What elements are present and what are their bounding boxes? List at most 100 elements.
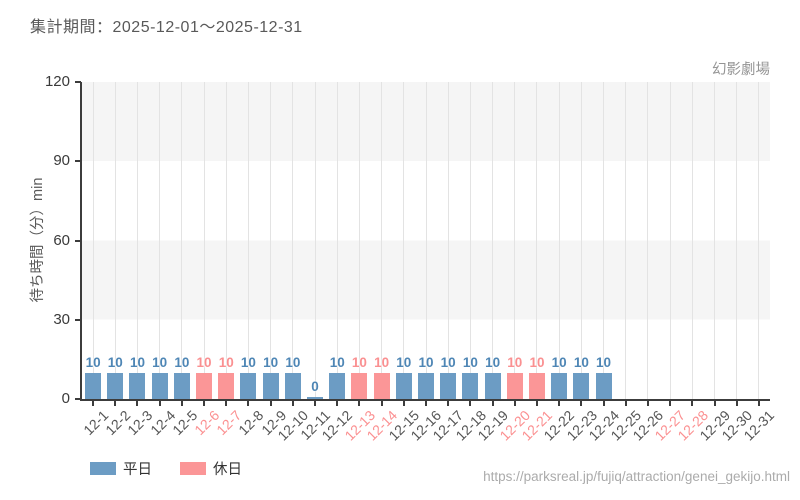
vertical-gridline (92, 82, 94, 399)
x-tick-mark (203, 401, 206, 406)
x-tick-mark (580, 401, 583, 406)
attraction-name-label: 幻影劇場 (712, 62, 770, 78)
y-tick-label: 60 (53, 231, 70, 249)
bar-value-label-12-11: 0 (311, 379, 319, 394)
x-tick-mark (669, 401, 672, 406)
wait-time-bar-12-1 (85, 372, 102, 399)
vertical-gridline (580, 82, 582, 399)
x-tick-mark (535, 401, 538, 406)
wait-time-bar-12-21 (528, 372, 545, 399)
wait-time-bar-12-22 (551, 372, 568, 399)
x-tick-mark (691, 401, 694, 406)
x-tick-mark (757, 401, 760, 406)
wait-time-bar-12-9 (262, 372, 279, 399)
x-tick-mark (92, 401, 95, 406)
x-tick-mark (491, 401, 494, 406)
legend-label-holiday: 休日 (213, 462, 242, 478)
aggregation-period-title: 集計期間：2025-12-01～2025-12-31 (30, 19, 303, 36)
vertical-gridline (603, 82, 605, 399)
y-tick-label: 0 (61, 390, 70, 407)
wait-time-bar-12-15 (395, 372, 412, 399)
x-tick-mark (425, 401, 427, 406)
bar-value-label-12-12: 10 (329, 354, 345, 370)
vertical-gridline (425, 82, 427, 399)
holiday-color-swatch (180, 462, 206, 475)
bar-value-label-12-16: 10 (418, 354, 434, 370)
wait-time-bar-12-2 (107, 372, 124, 399)
x-axis-line (80, 399, 770, 401)
vertical-gridline (558, 82, 560, 399)
wait-time-bar-12-13 (351, 372, 368, 399)
legend-label-weekday: 平日 (123, 462, 152, 478)
vertical-gridline (691, 82, 693, 399)
vertical-gridline (203, 82, 205, 399)
x-tick-mark (469, 401, 472, 406)
bar-value-label-12-19: 10 (485, 354, 501, 370)
bar-value-label-12-6: 10 (196, 354, 212, 370)
x-tick-mark (291, 401, 294, 406)
vertical-gridline (469, 82, 471, 399)
vertical-gridline (447, 82, 449, 399)
y-tick-label: 120 (44, 73, 70, 90)
bar-value-label-12-15: 10 (396, 354, 412, 370)
bar-value-label-12-23: 10 (573, 354, 589, 370)
x-tick-mark (247, 401, 250, 406)
x-tick-mark (269, 401, 272, 406)
y-tick-label: 90 (53, 152, 70, 170)
bar-value-label-12-13: 10 (351, 354, 367, 370)
wait-time-bar-12-8 (240, 372, 257, 399)
wait-time-bar-12-4 (151, 372, 168, 399)
x-tick-mark (225, 401, 228, 406)
bar-value-label-12-1: 10 (85, 354, 101, 370)
weekday-color-swatch (90, 462, 116, 475)
wait-time-bar-12-3 (129, 372, 146, 399)
y-tick-mark (75, 160, 81, 163)
x-tick-mark (447, 401, 450, 406)
bar-value-label-12-7: 10 (218, 354, 234, 370)
x-tick-mark (402, 401, 405, 406)
x-tick-mark (136, 401, 139, 406)
wait-time-bar-12-24 (595, 372, 612, 399)
vertical-gridline (159, 82, 161, 399)
vertical-gridline (403, 82, 405, 399)
bar-value-label-12-22: 10 (551, 354, 567, 370)
x-tick-mark (158, 401, 161, 406)
vertical-gridline (381, 82, 383, 399)
vertical-gridline (647, 82, 649, 399)
vertical-gridline (358, 82, 360, 399)
x-tick-mark (624, 401, 627, 406)
y-tick-mark (75, 398, 81, 400)
wait-time-bar-12-14 (373, 372, 390, 399)
y-tick-mark (75, 81, 81, 83)
wait-time-bar-12-17 (440, 372, 457, 399)
legend-item-weekday: 平日 (90, 458, 152, 479)
vertical-gridline (536, 82, 538, 399)
wait-time-bar-12-23 (573, 372, 590, 399)
vertical-gridline (336, 82, 338, 399)
wait-time-bar-12-10 (284, 372, 301, 399)
bar-value-label-12-24: 10 (596, 354, 612, 370)
vertical-gridline (492, 82, 494, 399)
vertical-gridline (247, 82, 249, 399)
legend-item-holiday: 休日 (180, 458, 242, 479)
wait-time-bar-12-19 (484, 372, 501, 399)
x-tick-mark (336, 401, 339, 406)
x-tick-mark (513, 401, 516, 406)
y-tick-mark (75, 239, 81, 242)
wait-time-bar-12-12 (329, 372, 346, 399)
x-tick-mark (180, 401, 183, 406)
bar-value-label-12-2: 10 (107, 354, 123, 370)
vertical-gridline (292, 82, 294, 399)
wait-time-bar-12-11 (307, 397, 324, 399)
bar-value-label-12-21: 10 (529, 354, 545, 370)
y-tick-mark (75, 318, 81, 321)
wait-time-bar-12-6 (196, 372, 213, 399)
x-tick-mark (358, 401, 361, 406)
chart-legend: 平日 休日 (90, 458, 242, 479)
wait-time-bar-12-7 (218, 372, 235, 399)
wait-time-bar-12-5 (173, 372, 190, 399)
vertical-gridline (270, 82, 272, 399)
vertical-gridline (225, 82, 227, 399)
vertical-gridline (514, 82, 516, 399)
wait-time-bar-12-20 (506, 372, 523, 399)
